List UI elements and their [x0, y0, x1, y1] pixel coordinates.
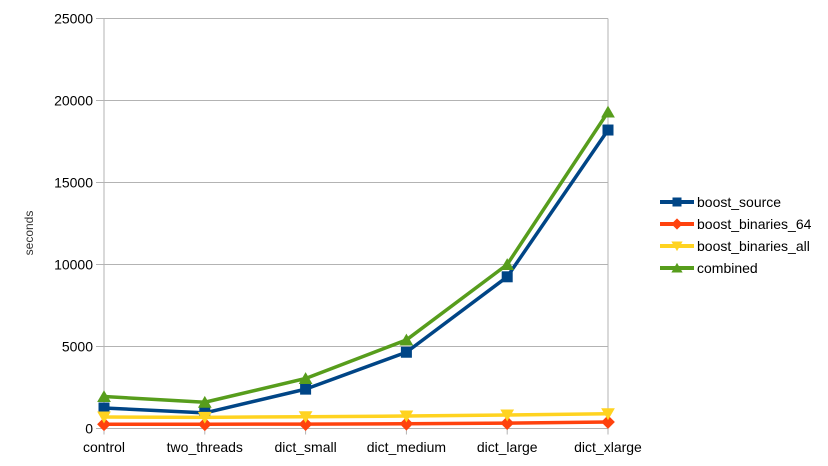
- y-tick-label: 20000: [54, 93, 93, 109]
- legend-label: combined: [697, 260, 758, 276]
- legend-label: boost_binaries_all: [697, 238, 810, 254]
- series-marker-boost_source: [98, 402, 110, 414]
- series-line-boost_binaries_64: [104, 420, 609, 426]
- y-tick-label: 10000: [54, 257, 93, 273]
- y-tick-label: 0: [85, 421, 93, 437]
- series-marker-combined: [97, 390, 111, 403]
- legend-item-boost_binaries_all: boost_binaries_all: [660, 238, 811, 254]
- x-category-label: dict_small: [274, 439, 336, 455]
- y-tick-label: 5000: [62, 339, 93, 355]
- series-marker-boost_binaries_64: [197, 417, 212, 432]
- series-marker-boost_binaries_64: [399, 416, 414, 431]
- legend-marker: [671, 218, 683, 230]
- series-marker-boost_binaries_64: [298, 417, 313, 431]
- legend-item-boost_source: boost_source: [660, 194, 811, 210]
- x-category-label: dict_medium: [367, 439, 446, 455]
- series-marker-combined: [298, 372, 313, 384]
- legend-label: boost_binaries_64: [697, 216, 812, 232]
- series-marker-combined: [601, 105, 615, 118]
- triangle-down-legend-marker-icon: [660, 241, 694, 252]
- legend-marker: [671, 241, 683, 252]
- series-line-boost_source: [103, 129, 610, 415]
- diamond-legend-marker-icon: [660, 218, 694, 230]
- legend-item-boost_binaries_64: boost_binaries_64: [660, 216, 811, 232]
- legend-marker: [672, 197, 682, 207]
- y-tick-label: 15000: [54, 175, 93, 191]
- series-marker-boost_binaries_all: [601, 408, 615, 421]
- series-marker-boost_binaries_all: [97, 411, 111, 424]
- series-marker-combined: [197, 395, 212, 408]
- series-marker-combined: [500, 258, 515, 270]
- square-legend-marker-icon: [660, 197, 694, 207]
- y-axis-title: seconds: [22, 210, 36, 256]
- x-category-label: control: [83, 439, 125, 455]
- series-marker-boost_binaries_all: [298, 411, 313, 424]
- x-category-label: dict_large: [477, 439, 538, 455]
- x-category-label: two_threads: [167, 439, 243, 455]
- series-marker-boost_source: [501, 271, 513, 283]
- legend-label: boost_source: [697, 194, 782, 210]
- series-marker-boost_binaries_64: [500, 416, 515, 430]
- series-marker-boost_binaries_all: [500, 409, 515, 422]
- x-category-label: dict_xlarge: [574, 439, 642, 455]
- legend-item-combined: combined: [660, 260, 811, 276]
- y-tick-label: 25000: [54, 11, 93, 27]
- series-line-boost_binaries_all: [103, 411, 609, 420]
- series-marker-boost_binaries_64: [601, 415, 615, 429]
- series-marker-boost_source: [602, 124, 614, 136]
- series-marker-boost_binaries_64: [97, 417, 111, 432]
- series-marker-boost_binaries_all: [197, 411, 212, 424]
- series-marker-boost_source: [300, 383, 312, 395]
- series-line-combined: [103, 111, 610, 405]
- series-marker-boost_binaries_all: [399, 410, 414, 423]
- triangle-up-legend-marker-icon: [660, 262, 694, 273]
- legend-marker: [671, 262, 683, 273]
- series-marker-combined: [399, 333, 414, 346]
- legend: boost_source boost_binaries_64 boost_binar…: [660, 194, 811, 276]
- series-marker-boost_source: [400, 346, 412, 358]
